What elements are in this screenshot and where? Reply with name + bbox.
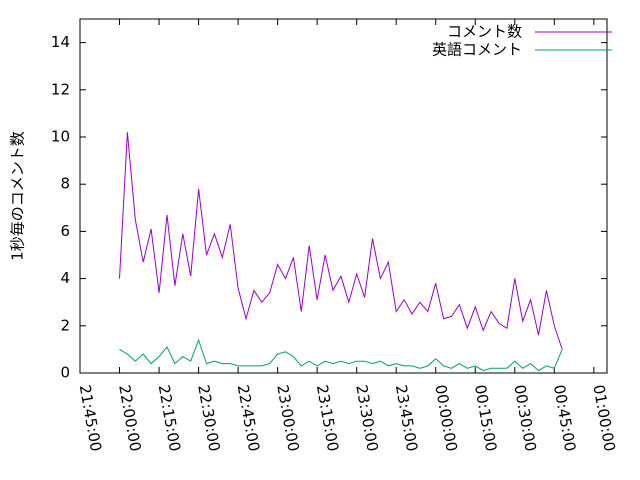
y-axis-label: 1秒毎のコメント数 bbox=[9, 131, 27, 261]
legend-label: 英語コメント bbox=[432, 41, 522, 59]
plot-frame bbox=[79, 18, 608, 374]
x-tick-label: 22:45:00 bbox=[234, 383, 263, 452]
x-tick-label: 23:45:00 bbox=[392, 383, 421, 452]
y-tick-label: 8 bbox=[60, 175, 70, 193]
x-tick-label: 23:00:00 bbox=[273, 383, 302, 452]
x-tick-label: 00:45:00 bbox=[550, 383, 579, 452]
y-tick-label: 10 bbox=[51, 128, 70, 146]
x-tick-label: 21:45:00 bbox=[76, 383, 105, 452]
y-tick-label: 6 bbox=[60, 222, 70, 240]
x-tick-label: 22:15:00 bbox=[155, 383, 184, 452]
y-tick-label: 14 bbox=[51, 33, 70, 51]
x-tick-label: 22:30:00 bbox=[194, 383, 223, 452]
y-tick-label: 0 bbox=[60, 364, 70, 382]
x-tick-label: 23:30:00 bbox=[352, 383, 381, 452]
y-tick-label: 12 bbox=[51, 80, 70, 98]
x-tick-label: 01:00:00 bbox=[589, 383, 618, 452]
x-tick-label: 00:30:00 bbox=[510, 383, 539, 452]
series-line bbox=[119, 132, 563, 350]
y-tick-label: 4 bbox=[60, 269, 70, 287]
x-tick-label: 23:15:00 bbox=[313, 383, 342, 452]
legend-label: コメント数 bbox=[447, 23, 522, 41]
x-tick-label: 00:15:00 bbox=[471, 383, 500, 452]
y-tick-label: 2 bbox=[60, 316, 70, 334]
x-tick-label: 00:00:00 bbox=[431, 383, 460, 452]
x-tick-label: 22:00:00 bbox=[115, 383, 144, 452]
series-line bbox=[119, 338, 563, 372]
